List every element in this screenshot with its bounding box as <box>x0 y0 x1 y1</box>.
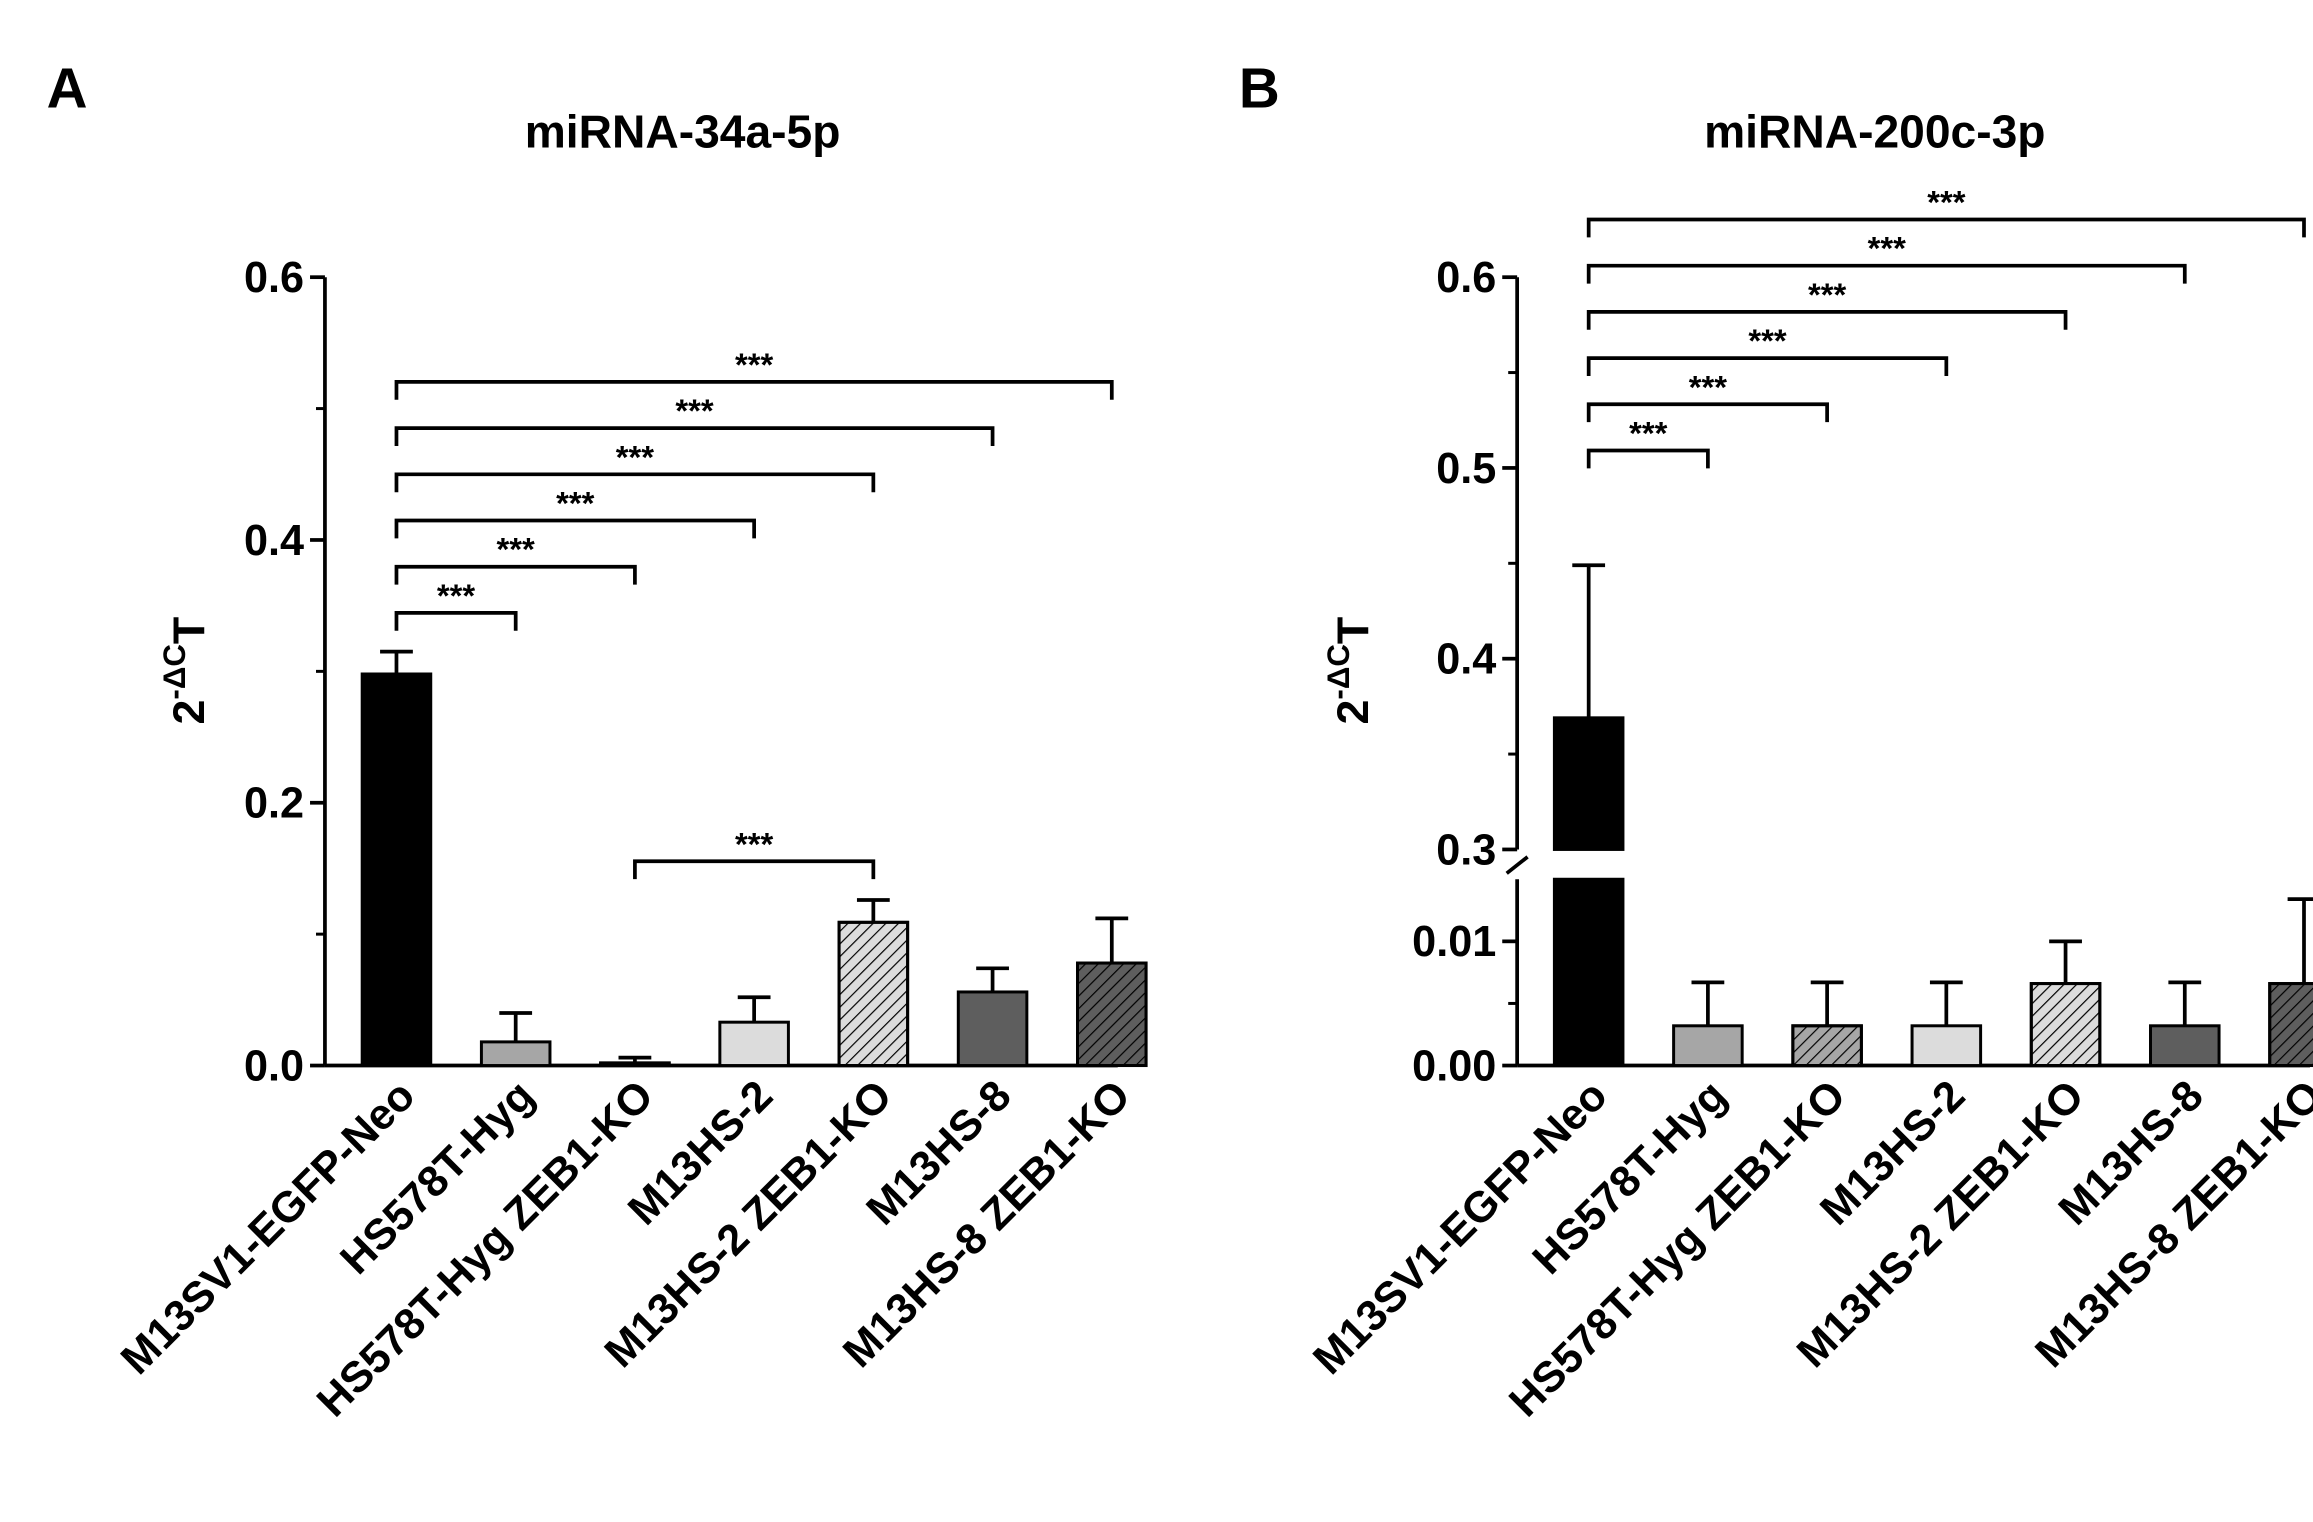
bar <box>1910 1024 1983 1068</box>
y-label-base: 2 <box>1329 700 1378 725</box>
significance-bracket <box>1586 310 2068 330</box>
chart-title: miRNA-200c-3p <box>1704 106 2045 158</box>
error-bar <box>1929 980 1963 1026</box>
significance-label: *** <box>616 438 655 475</box>
significance-bracket <box>1586 356 1949 376</box>
panel-letter: B <box>1239 56 1280 119</box>
y-tick-label: 0.4 <box>1436 636 1496 684</box>
bar-hatch <box>2029 982 2102 1068</box>
error-bar <box>618 1055 652 1063</box>
bar <box>718 1020 790 1068</box>
y-tick-label: 0.3 <box>1436 826 1496 874</box>
significance-label: *** <box>735 346 774 383</box>
y-tick-label: 0.6 <box>1436 254 1496 302</box>
significance-bracket <box>394 426 995 446</box>
significance-bracket <box>394 380 1114 400</box>
significance-label: *** <box>497 531 536 568</box>
error-bar <box>1095 916 1129 964</box>
bar <box>360 672 433 1068</box>
significance-label: *** <box>735 825 774 862</box>
significance-bracket <box>394 472 876 493</box>
error-bar <box>1572 563 1606 718</box>
y-tick-label: 0.00 <box>1412 1042 1496 1090</box>
significance-bracket <box>394 611 518 631</box>
y-tick-label: 0.6 <box>244 254 304 302</box>
error-bar <box>2287 897 2313 984</box>
significance-bracket <box>1586 448 1710 469</box>
bar <box>2149 1024 2221 1068</box>
significance-bracket <box>394 518 756 539</box>
significance-label: *** <box>1629 415 1668 452</box>
significance-bracket <box>394 564 637 585</box>
bar-hatch <box>2268 982 2313 1068</box>
bar <box>956 990 1029 1068</box>
y-axis-label: 2-ΔCT <box>157 617 214 725</box>
error-bar <box>2168 980 2202 1026</box>
y-label-sub: T <box>1329 617 1378 644</box>
y-axis-label: 2-ΔCT <box>1321 617 1378 725</box>
significance-bracket <box>633 859 876 880</box>
y-label-sup: -ΔC <box>1321 644 1356 700</box>
chart-title: miRNA-34a-5p <box>525 106 841 158</box>
axis-break <box>1505 855 1529 875</box>
y-label-sub: T <box>165 617 214 644</box>
significance-label: *** <box>1927 184 1966 221</box>
bar <box>479 1040 552 1068</box>
error-bar <box>1810 980 1844 1026</box>
significance-label: *** <box>1689 368 1728 405</box>
significance-bracket <box>1586 263 2187 284</box>
error-bar <box>976 966 1009 992</box>
bar <box>1552 716 1625 851</box>
bar-hatch <box>1076 961 1148 1068</box>
error-bar <box>380 649 413 674</box>
bar <box>1552 877 1625 1068</box>
error-bar <box>1691 980 1725 1026</box>
y-label-sup: -ΔC <box>157 644 192 700</box>
y-tick-label: 0.01 <box>1412 918 1496 966</box>
error-bar <box>737 995 771 1023</box>
significance-label: *** <box>1808 276 1847 313</box>
bar <box>1672 1024 1744 1068</box>
significance-label: *** <box>556 485 595 522</box>
error-bar <box>856 898 890 923</box>
significance-label: *** <box>437 577 476 614</box>
y-tick-label: 0.4 <box>244 517 304 565</box>
y-tick-label: 0.2 <box>244 780 304 828</box>
error-bar <box>2049 939 2082 984</box>
y-label-base: 2 <box>165 700 214 725</box>
significance-label: *** <box>1748 322 1787 359</box>
y-tick-label: 0.5 <box>1436 445 1496 493</box>
significance-label: *** <box>675 392 714 429</box>
y-tick-label: 0.0 <box>244 1042 304 1090</box>
significance-bracket <box>1586 402 1829 423</box>
bar-hatch <box>599 1061 671 1068</box>
significance-label: *** <box>1868 230 1907 267</box>
panel-letter: A <box>47 56 88 119</box>
error-bar <box>499 1011 533 1042</box>
significance-bracket <box>1586 217 2306 238</box>
bar-hatch <box>1791 1024 1863 1068</box>
bar-hatch <box>837 920 910 1068</box>
